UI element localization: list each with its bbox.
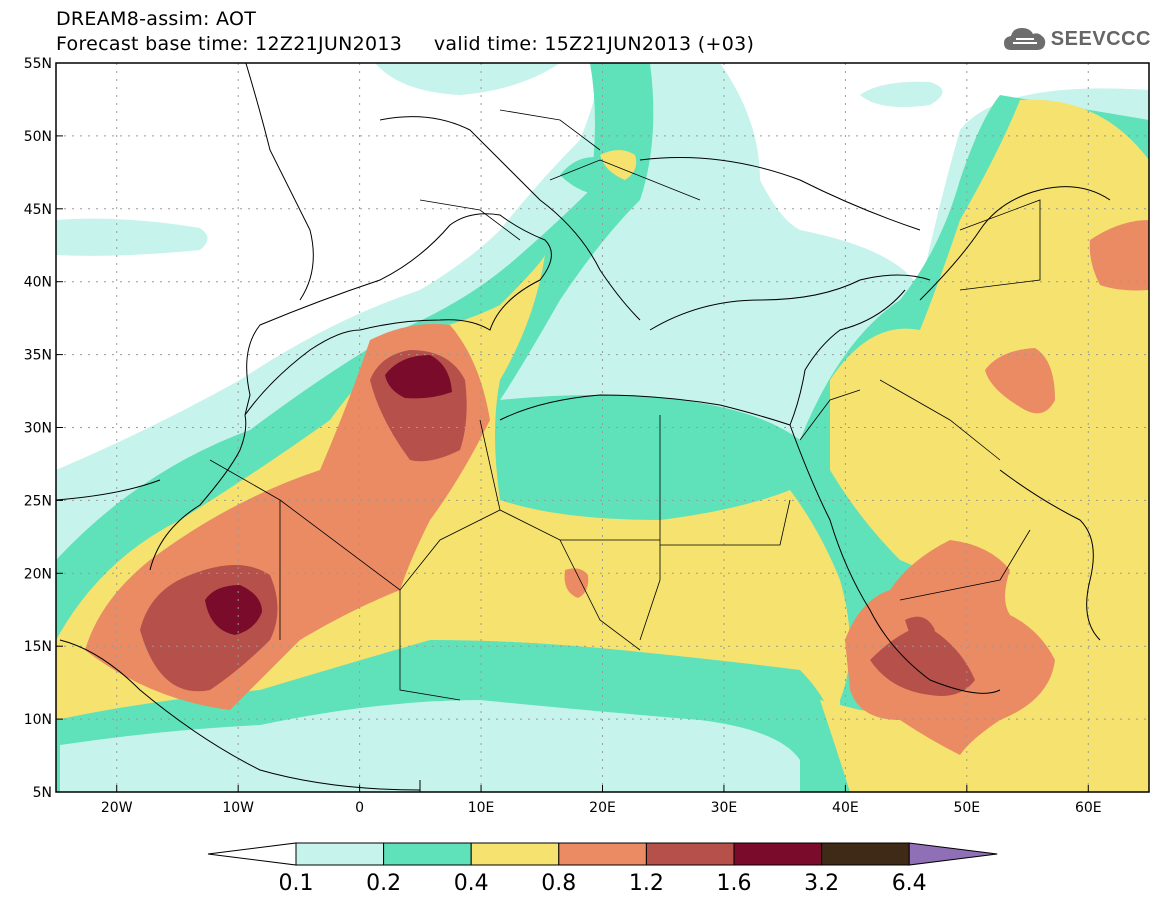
forecast-time-subtitle: Forecast base time: 12Z21JUN2013 valid t… [56, 33, 755, 55]
colorbar-swatch [470, 842, 560, 866]
x-tick-label: 10E [468, 800, 495, 816]
colorbar-swatch [733, 842, 823, 866]
x-axis: 20W 10W 0 10E 20E 30E 40E 50E 60E [101, 785, 1102, 816]
y-tick-label: 50N [24, 129, 52, 145]
colorbar-swatch [383, 842, 472, 866]
x-tick-label: 40E [832, 800, 859, 816]
y-axis: 55N 50N 45N 40N 35N 30N 25N 20N 15N 10N 5N [24, 56, 63, 801]
colorbar-over-triangle [908, 842, 998, 866]
colorbar-swatch [645, 842, 735, 866]
y-tick-label: 30N [24, 421, 52, 437]
x-tick-label: 20W [101, 800, 133, 816]
colorbar-label: 0.8 [541, 871, 576, 896]
x-tick-label: 50E [953, 800, 980, 816]
aot-band-1-6 [205, 355, 452, 635]
graticule [56, 63, 1149, 792]
colorbar-label: 0.1 [279, 871, 314, 896]
y-tick-label: 35N [24, 348, 52, 364]
colorbar-label: 1.6 [717, 871, 752, 896]
y-tick-label: 45N [24, 202, 52, 218]
colorbar-under-triangle [207, 842, 297, 866]
y-tick-label: 20N [24, 566, 52, 582]
y-tick-label: 10N [24, 712, 52, 728]
colorbar-swatch [558, 842, 647, 866]
y-tick-label: 5N [33, 785, 52, 801]
seevccc-logo: SEEVCCC [1003, 24, 1151, 54]
x-tick-label: 30E [711, 800, 738, 816]
x-tick-label: 20E [589, 800, 616, 816]
colorbar-swatch [821, 842, 910, 866]
colorbar-label: 0.2 [366, 871, 401, 896]
cloud-icon [1003, 28, 1045, 50]
logo-text: SEEVCCC [1050, 27, 1151, 50]
map-title: DREAM8-assim: AOT [56, 8, 257, 30]
colorbar-swatch [295, 842, 385, 866]
colorbar-label: 1.2 [629, 871, 664, 896]
coastlines [56, 63, 1111, 792]
colorbar-label: 3.2 [804, 871, 839, 896]
x-tick-label: 60E [1075, 800, 1102, 816]
x-tick-label: 10W [222, 800, 254, 816]
borders [209, 109, 1041, 701]
y-tick-label: 40N [24, 275, 52, 291]
x-tick-label: 0 [355, 800, 364, 816]
y-tick-label: 15N [24, 639, 52, 655]
y-tick-label: 25N [24, 493, 52, 509]
y-tick-label: 55N [24, 56, 52, 72]
colorbar-label: 6.4 [892, 871, 927, 896]
aot-gulf-guinea-band [60, 700, 800, 792]
aot-contours [56, 63, 1149, 792]
colorbar-label: 0.4 [454, 871, 489, 896]
colorbar: 0.1 0.2 0.4 0.8 1.2 1.6 3.2 6.4 [207, 842, 998, 896]
